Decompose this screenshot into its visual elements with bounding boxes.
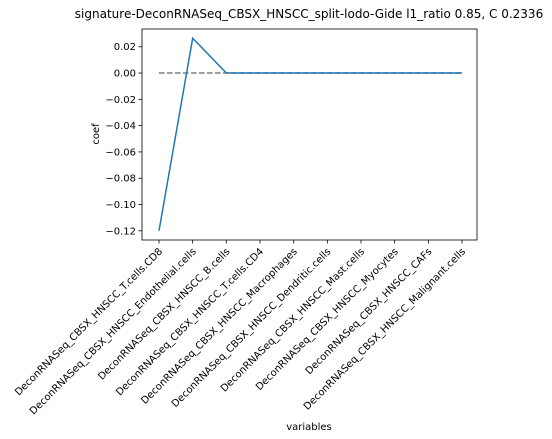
y-tick-label: −0.06	[105, 147, 136, 158]
plot-frame	[141, 28, 478, 241]
y-tick-label: −0.12	[105, 226, 136, 237]
chart-title: signature-DeconRNASeq_CBSX_HNSCC_split-l…	[75, 7, 543, 21]
y-tick-label: 0.00	[114, 69, 136, 80]
y-tick-label: −0.10	[105, 200, 136, 211]
y-axis-label: coef	[91, 123, 102, 145]
y-tick-label: −0.08	[105, 174, 136, 185]
x-axis-label: variables	[286, 422, 332, 433]
y-tick-label: 0.02	[114, 42, 136, 53]
series-line	[158, 36, 462, 231]
y-tick-label: −0.02	[105, 95, 136, 106]
x-tick-label: DeconRNASeq_CBSX_HNSCC_Malignant.cells	[302, 246, 468, 412]
plot-area: 0.020.00−0.02−0.04−0.06−0.08−0.10−0.12De…	[13, 28, 478, 417]
x-tick-label: DeconRNASeq_CBSX_HNSCC_Dendritic.cells	[170, 246, 334, 410]
y-tick-label: −0.04	[105, 121, 136, 132]
x-tick-label: DeconRNASeq_CBSX_HNSCC_Macrophages	[139, 246, 299, 406]
x-tick-label: DeconRNASeq_CBSX_HNSCC_CAFs	[304, 246, 435, 377]
